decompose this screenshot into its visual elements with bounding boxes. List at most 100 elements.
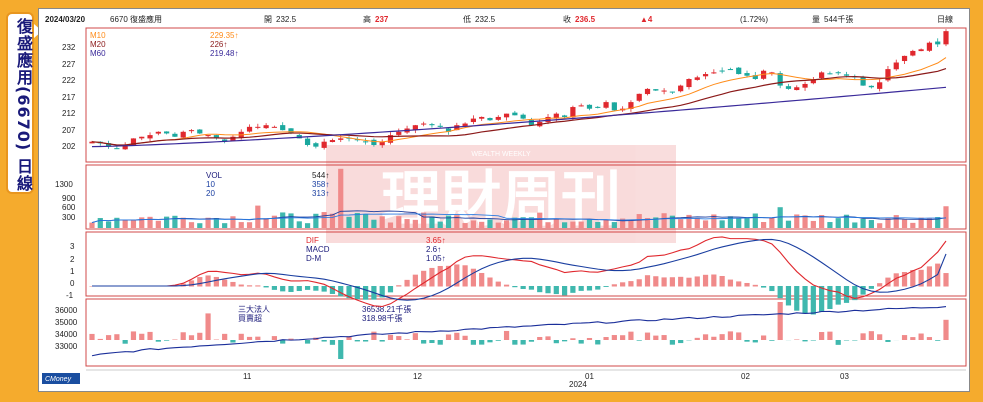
macd-histogram-bar — [313, 286, 319, 291]
price-tick: 232 — [62, 43, 76, 52]
volume-bar — [636, 214, 642, 228]
candle-body — [280, 125, 286, 131]
cmoney-logo-text: CMoney — [45, 376, 72, 383]
inst-net-bar — [396, 336, 402, 340]
ma60-line — [91, 86, 947, 148]
inst-net-bar — [620, 335, 626, 340]
candle-body — [164, 131, 170, 134]
x-axis: 11 12 01 02 03 2024 — [86, 369, 966, 389]
volume-bar — [404, 219, 410, 228]
quote-header: 2024/03/20 6670 復盛應用 開 232.5 高 237 低 232… — [42, 13, 966, 27]
price-tick: 217 — [62, 93, 76, 102]
volume-bar — [545, 222, 551, 228]
volume-bar — [329, 213, 336, 228]
price-y-axis: 232 227 222 217 212 207 202 — [62, 43, 76, 151]
macd-histogram-bar — [910, 269, 916, 287]
inst-net-bar — [454, 332, 460, 340]
candle-body — [371, 139, 377, 145]
inst-net-bar — [860, 333, 866, 340]
candle-body — [636, 93, 642, 101]
volume-bar — [611, 222, 617, 228]
candle-body — [769, 72, 775, 74]
volume-panel-border — [85, 164, 967, 230]
vol-ma10-value: 358↑ — [312, 180, 329, 189]
volume-bar — [412, 219, 418, 228]
inst-tick: 35000 — [55, 318, 78, 327]
candle-body — [246, 126, 253, 132]
candle-body — [918, 49, 924, 52]
candle-body — [363, 141, 369, 143]
macd-histogram-bar — [280, 286, 286, 292]
volume-bar — [578, 221, 584, 228]
macd-histogram-bar — [562, 286, 568, 296]
macd-histogram-bar — [512, 286, 518, 288]
inst-net-bar — [97, 338, 103, 340]
open-value: 232.5 — [276, 15, 297, 24]
inst-net-bar — [777, 302, 783, 340]
candle-body — [752, 75, 758, 79]
volume-bar — [296, 221, 302, 228]
inst-net-bar — [188, 335, 195, 340]
stock-title-tab: 復盛應用(6670) 日線 — [6, 12, 34, 194]
month-label: 12 — [413, 372, 422, 381]
macd-histogram-bar — [222, 279, 228, 287]
candle-body — [147, 135, 153, 139]
candle-body — [885, 69, 891, 81]
macd-histogram-bar — [595, 286, 601, 290]
volume-bar — [819, 215, 825, 228]
candle-body — [321, 141, 327, 148]
inst-net-bar — [271, 336, 278, 340]
inst-net-bar — [470, 340, 476, 345]
inst-net-bar — [918, 333, 924, 340]
volume-bar — [114, 217, 120, 228]
macd-histogram-bar — [926, 266, 933, 287]
candle-body — [495, 116, 501, 120]
macd-histogram-bar — [271, 286, 278, 290]
macd-histogram-bar — [495, 281, 501, 287]
macd-histogram-bar — [304, 286, 311, 290]
inst-net-bar — [172, 339, 178, 340]
inst-net-bar — [935, 340, 941, 341]
volume-bar — [943, 206, 949, 228]
candle-body — [669, 91, 675, 93]
change-value: ▲4 — [640, 15, 653, 24]
volume-bar — [479, 221, 485, 228]
inst-net-bar — [711, 336, 717, 340]
inst-net-bar — [744, 340, 750, 342]
macd-histogram-bar — [628, 281, 634, 287]
inst-net-bar — [545, 336, 551, 340]
candle-body — [487, 117, 493, 121]
candle-body — [462, 123, 468, 127]
volume-bar — [877, 223, 883, 228]
volume-bar — [437, 221, 443, 228]
volume-bar — [678, 219, 684, 228]
macd-histogram-bar — [520, 286, 526, 290]
macd-histogram-bar — [188, 280, 195, 287]
candle-body — [139, 136, 145, 139]
inst-net-bar — [578, 340, 584, 344]
price-tick: 212 — [62, 109, 76, 118]
macd-histogram-bar — [777, 286, 783, 299]
candle-body — [678, 85, 684, 92]
inst-net-bar — [553, 340, 559, 344]
inst-tick: 33000 — [55, 342, 78, 351]
inst-net-bar — [877, 334, 883, 340]
candle-body — [437, 125, 443, 127]
volume-bar — [644, 218, 651, 228]
inst-net-bar — [429, 340, 435, 344]
inst-net-bar — [114, 334, 120, 340]
quote-stock: 6670 復盛應用 — [110, 15, 163, 24]
candle-body — [711, 72, 717, 74]
inst-legend: 三大法人 36538.21千張 買賣超 318.98千張 — [238, 304, 411, 323]
candle-body — [686, 79, 692, 88]
candle-body — [719, 70, 725, 72]
macd-tick: 3 — [70, 242, 75, 251]
inst-net-bar — [926, 337, 933, 340]
inst-label-2: 買賣超 — [238, 313, 262, 323]
candle-body — [819, 72, 825, 79]
month-label: 03 — [840, 372, 849, 381]
macd-histogram-bar — [321, 286, 327, 292]
volume-bar — [769, 217, 775, 228]
ma20-value: 226↑ — [210, 40, 227, 49]
